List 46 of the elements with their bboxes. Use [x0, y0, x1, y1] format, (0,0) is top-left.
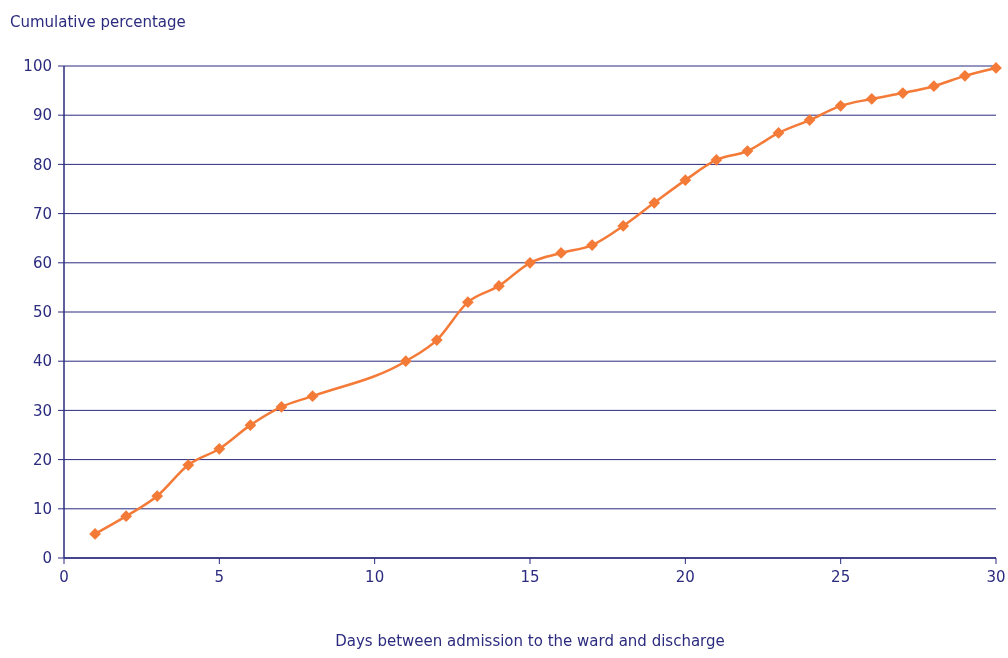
x-tick-label: 5 — [214, 568, 225, 586]
point — [430, 334, 443, 346]
point — [896, 87, 909, 99]
point — [306, 390, 319, 403]
point — [710, 154, 723, 166]
y-tick-label: 60 — [32, 254, 52, 273]
x-tick-label: 0 — [59, 568, 69, 586]
y-tick-label: 80 — [32, 155, 52, 174]
y-tick-label: 0 — [42, 549, 52, 568]
point — [213, 442, 226, 455]
y-tick-label: 70 — [32, 204, 52, 223]
point — [244, 419, 257, 432]
y-axis-title: Cumulative percentage — [10, 13, 186, 31]
point — [772, 127, 785, 139]
y-tick-label: 40 — [32, 352, 52, 371]
point — [524, 256, 536, 269]
point — [182, 459, 195, 471]
point — [275, 401, 288, 413]
x-tick-label: 30 — [986, 568, 1006, 586]
point — [461, 296, 474, 309]
point — [803, 114, 816, 126]
point — [741, 145, 754, 157]
x-tick-label: 10 — [365, 568, 385, 586]
x-axis-title: Days between admission to the ward and discharge — [335, 632, 725, 650]
x-tick-label: 25 — [831, 568, 851, 586]
point — [617, 220, 630, 232]
x-tick-label: 20 — [675, 568, 695, 586]
y-tick-label: 20 — [32, 450, 52, 469]
point — [927, 80, 940, 93]
x-tick-label: 15 — [520, 568, 540, 586]
y-tick-label: 10 — [32, 500, 52, 519]
point — [399, 355, 412, 368]
y-tick-label: 50 — [32, 303, 52, 322]
y-tick-label: 30 — [32, 401, 52, 420]
point — [493, 280, 505, 292]
point — [648, 196, 661, 209]
y-tick-label: 100 — [23, 57, 52, 76]
point — [120, 510, 133, 523]
point — [865, 93, 878, 105]
point — [586, 239, 599, 251]
point — [679, 174, 692, 187]
point — [89, 528, 101, 540]
y-tick-label: 90 — [32, 106, 52, 125]
point — [959, 69, 971, 82]
point — [151, 490, 164, 502]
point — [834, 99, 847, 112]
